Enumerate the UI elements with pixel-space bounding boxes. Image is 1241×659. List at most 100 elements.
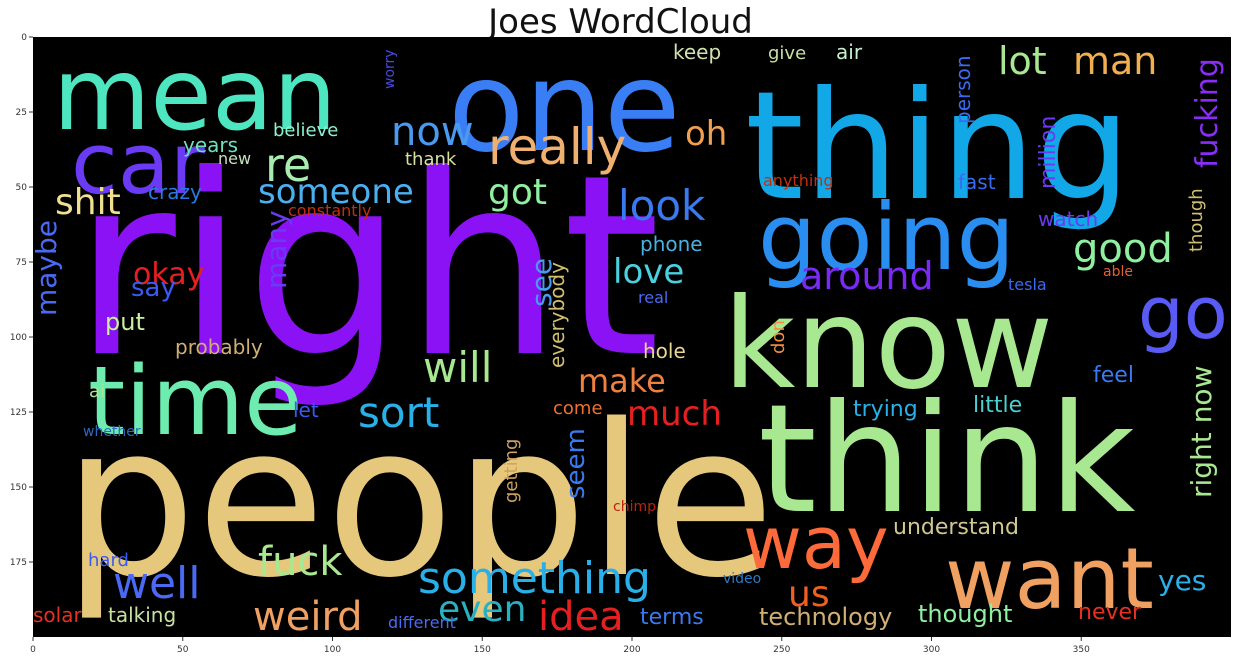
word-everybody: everybody (545, 262, 569, 368)
x-tick-label: 200 (623, 645, 640, 655)
word-million: million (1036, 115, 1061, 189)
word-oh: oh (685, 114, 728, 154)
word-maybe: maybe (33, 219, 63, 316)
word-anything: anything (763, 171, 834, 190)
word-weird: weird (253, 594, 363, 637)
word-think: think (758, 373, 1136, 547)
word-come: come (553, 398, 603, 419)
word-look: look (618, 181, 706, 230)
word-even: even (438, 589, 527, 630)
word-love: love (613, 252, 685, 292)
word-chimp: chimp (613, 499, 656, 515)
y-tick-label: 50 (16, 183, 28, 193)
word-us: us (788, 574, 830, 615)
word-okay: okay (133, 257, 205, 292)
x-tick-label: 50 (177, 645, 189, 655)
word-really: really (488, 118, 627, 176)
word-put: put (105, 308, 145, 336)
word-thought: thought (918, 600, 1013, 628)
x-tick-label: 350 (1073, 645, 1090, 655)
word-never: never (1078, 600, 1142, 625)
word-don: don (768, 320, 789, 354)
word-right-now: right now (1185, 365, 1218, 498)
y-tick-label: 175 (10, 558, 27, 568)
word-understand: understand (893, 515, 1019, 540)
word-got: got (488, 172, 547, 213)
word-probably: probably (175, 335, 263, 359)
word-way: way (743, 501, 889, 585)
word-many: many (260, 210, 293, 289)
word-technology: technology (759, 603, 893, 631)
y-tick-label: 125 (10, 408, 27, 418)
word-worry: worry (382, 49, 398, 89)
word-whether: whether (83, 424, 141, 440)
wordcloud-canvas: right people think know thing one mean car time g… (33, 37, 1231, 637)
word-idea: idea (538, 594, 624, 637)
word-keep: keep (673, 40, 722, 64)
word-lot: lot (998, 39, 1047, 83)
y-tick-label: 150 (10, 483, 27, 493)
word-say: say (131, 273, 176, 303)
word-able: able (1103, 264, 1133, 280)
word-believe: believe (273, 120, 339, 141)
word-fast: fast (958, 170, 996, 194)
word-solar: solar (33, 603, 82, 627)
wordcloud-frame: right people think know thing one mean car time g… (33, 37, 1231, 637)
word-make: make (578, 362, 666, 400)
word-going: going (758, 184, 1015, 291)
word-let: let (293, 398, 319, 422)
word-little: little (973, 393, 1023, 418)
word-different: different (388, 613, 456, 632)
x-tick-label: 100 (324, 645, 341, 655)
word-watch: watch (1038, 207, 1099, 231)
word-tesla: tesla (1008, 275, 1047, 294)
word-ai: ai (89, 381, 106, 402)
word-hard: hard (88, 550, 129, 571)
x-tick-label: 150 (474, 645, 491, 655)
word-know: know (723, 272, 1054, 417)
chart-title: Joes WordCloud (488, 2, 753, 42)
x-tick-label: 300 (923, 645, 940, 655)
word-constantly: constantly (288, 201, 372, 220)
x-tick-label: 0 (30, 645, 36, 655)
word-talking: talking (108, 603, 177, 627)
word-something: something (418, 553, 651, 604)
word-car: car (71, 115, 205, 214)
word-around: around (800, 254, 934, 298)
word-someone: someone (258, 172, 414, 212)
word-air: air (836, 40, 863, 64)
word-go: go (1138, 271, 1228, 355)
word-much: much (627, 394, 722, 434)
word-feel: feel (1093, 363, 1134, 388)
word-right: right (73, 121, 661, 412)
word-terms: terms (640, 605, 704, 630)
word-well: well (113, 558, 201, 609)
word-thank: thank (405, 149, 457, 170)
y-tick-label: 25 (16, 108, 27, 118)
y-tick-label: 75 (16, 258, 27, 268)
word-thing: thing (745, 60, 1131, 234)
word-fuck: fuck (258, 539, 343, 585)
word-seem: seem (561, 428, 591, 499)
word-new: new (218, 149, 252, 168)
word-though: though (1186, 188, 1207, 252)
word-sort: sort (358, 388, 440, 437)
word-man: man (1073, 39, 1158, 83)
word-years: years (183, 133, 239, 157)
word-one: one (448, 37, 681, 180)
word-trying: trying (853, 397, 918, 422)
word-good: good (1073, 226, 1173, 272)
y-tick-label: 100 (10, 333, 27, 343)
word-now: now (391, 109, 474, 155)
word-want: want (945, 530, 1154, 629)
word-real: real (638, 288, 669, 307)
word-video: video (723, 571, 762, 587)
word-mean: mean (53, 37, 337, 153)
word-yes: yes (1158, 564, 1207, 597)
word-crazy: crazy (148, 180, 202, 204)
x-tick-label: 250 (773, 645, 790, 655)
word-fucking: fucking (1190, 58, 1225, 168)
word-getting: getting (501, 438, 522, 503)
word-person: person (951, 55, 975, 124)
word-give: give (768, 43, 807, 64)
